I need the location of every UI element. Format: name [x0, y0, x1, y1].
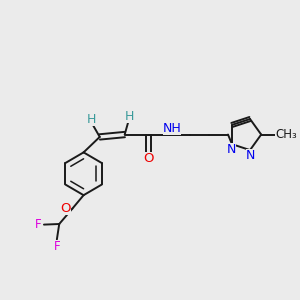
Text: F: F — [35, 218, 42, 231]
Text: H: H — [87, 113, 97, 126]
Text: N: N — [227, 143, 236, 156]
Text: NH: NH — [163, 122, 181, 134]
Text: F: F — [54, 239, 60, 253]
Text: H: H — [125, 110, 134, 123]
Text: CH₃: CH₃ — [275, 128, 297, 141]
Text: O: O — [61, 202, 71, 215]
Text: O: O — [143, 152, 154, 165]
Text: N: N — [246, 149, 255, 162]
